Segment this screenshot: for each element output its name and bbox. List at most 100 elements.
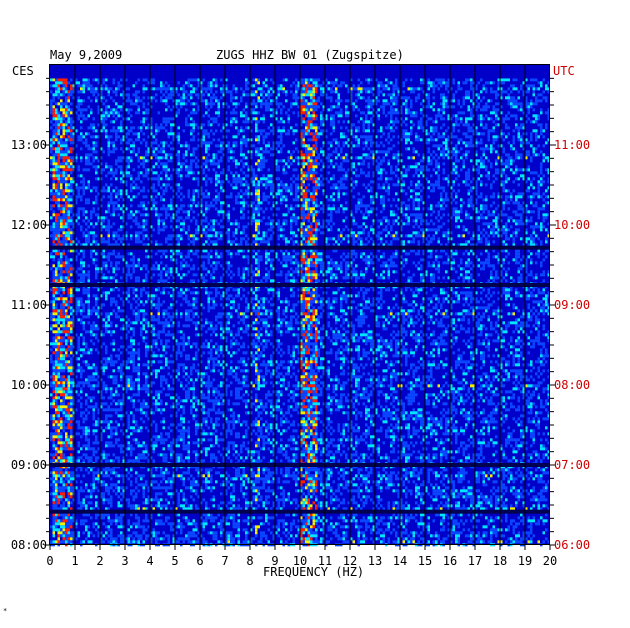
heatmap-cell — [257, 189, 260, 193]
heatmap-cell — [457, 225, 460, 229]
heatmap-cell — [295, 90, 298, 94]
heatmap-cell — [257, 231, 260, 235]
heatmap-cell — [277, 141, 280, 145]
heatmap-cell — [52, 210, 55, 214]
heatmap-cell — [377, 84, 380, 88]
heatmap-cell — [297, 162, 300, 166]
heatmap-cell — [405, 138, 408, 142]
heatmap-cell — [302, 183, 305, 187]
heatmap-cell — [500, 81, 503, 85]
heatmap-cell — [272, 147, 275, 151]
heatmap-cell — [370, 156, 373, 160]
heatmap-cell — [470, 237, 473, 241]
heatmap-cell — [417, 96, 420, 100]
heatmap-cell — [495, 135, 498, 139]
heatmap-cell — [280, 135, 283, 139]
heatmap-cell — [142, 243, 145, 247]
heatmap-cell — [350, 99, 353, 103]
heatmap-cell — [52, 162, 55, 166]
heatmap-cell — [252, 201, 255, 205]
heatmap-cell — [187, 204, 190, 208]
heatmap-cell — [212, 168, 215, 172]
heatmap-cell — [380, 141, 383, 145]
heatmap-cell — [107, 135, 110, 139]
heatmap-cell — [307, 84, 310, 88]
heatmap-cell — [460, 234, 463, 238]
heatmap-cell — [447, 81, 450, 85]
heatmap-cell — [57, 78, 60, 82]
heatmap-cell — [465, 93, 468, 97]
heatmap-cell — [177, 159, 180, 163]
heatmap-cell — [232, 186, 235, 190]
heatmap-cell — [247, 126, 250, 130]
heatmap-cell — [132, 219, 135, 223]
heatmap-cell — [262, 141, 265, 145]
heatmap-cell — [360, 90, 363, 94]
heatmap-cell — [375, 192, 378, 196]
heatmap-cell — [337, 189, 340, 193]
heatmap-cell — [235, 198, 238, 202]
heatmap-cell — [412, 147, 415, 151]
heatmap-cell — [430, 219, 433, 223]
heatmap-cell — [377, 162, 380, 166]
heatmap-cell — [350, 162, 353, 166]
heatmap-cell — [85, 228, 88, 232]
heatmap-cell — [65, 234, 68, 238]
heatmap-cell — [250, 90, 253, 94]
heatmap-cell — [395, 237, 398, 241]
heatmap-cell — [537, 186, 540, 190]
heatmap-cell — [427, 93, 430, 97]
heatmap-cell — [95, 141, 98, 145]
heatmap-cell — [522, 81, 525, 85]
heatmap-cell — [457, 129, 460, 133]
heatmap-cell — [315, 219, 318, 223]
heatmap-cell — [262, 192, 265, 196]
heatmap-cell — [105, 99, 108, 103]
heatmap-cell — [305, 126, 308, 130]
heatmap-cell — [305, 228, 308, 232]
heatmap-cell — [535, 204, 538, 208]
heatmap-cell — [527, 177, 530, 181]
heatmap-cell — [225, 87, 228, 91]
heatmap-cell — [342, 144, 345, 148]
heatmap-cell — [312, 96, 315, 100]
heatmap-cell — [517, 108, 520, 112]
heatmap-cell — [467, 126, 470, 130]
heatmap-cell — [242, 204, 245, 208]
heatmap-cell — [510, 225, 513, 229]
heatmap-cell — [197, 144, 200, 148]
heatmap-cell — [192, 189, 195, 193]
heatmap-cell — [215, 234, 218, 238]
heatmap-cell — [367, 147, 370, 151]
heatmap-cell — [52, 180, 55, 184]
heatmap-cell — [345, 225, 348, 229]
heatmap-cell — [462, 123, 465, 127]
heatmap-cell — [170, 93, 173, 97]
heatmap-cell — [235, 228, 238, 232]
heatmap-cell — [232, 231, 235, 235]
heatmap-cell — [377, 165, 380, 169]
heatmap-cell — [515, 222, 518, 226]
heatmap-cell — [162, 183, 165, 187]
heatmap-cell — [55, 108, 58, 112]
heatmap-cell — [252, 168, 255, 172]
heatmap-cell — [392, 102, 395, 106]
heatmap-cell — [400, 186, 403, 190]
heatmap-cell — [60, 93, 63, 97]
heatmap-cell — [507, 111, 510, 115]
heatmap-cell — [517, 213, 520, 217]
heatmap-cell — [390, 234, 393, 238]
heatmap-cell — [327, 207, 330, 211]
heatmap-cell — [282, 186, 285, 190]
heatmap-cell — [410, 183, 413, 187]
heatmap-cell — [395, 117, 398, 121]
heatmap-cell — [185, 120, 188, 124]
heatmap-cell — [437, 135, 440, 139]
heatmap-cell — [352, 102, 355, 106]
heatmap-cell — [360, 240, 363, 244]
heatmap-cell — [412, 123, 415, 127]
heatmap-cell — [515, 117, 518, 121]
heatmap-cell — [70, 111, 73, 115]
heatmap-cell — [370, 78, 373, 82]
heatmap-cell — [125, 78, 128, 82]
